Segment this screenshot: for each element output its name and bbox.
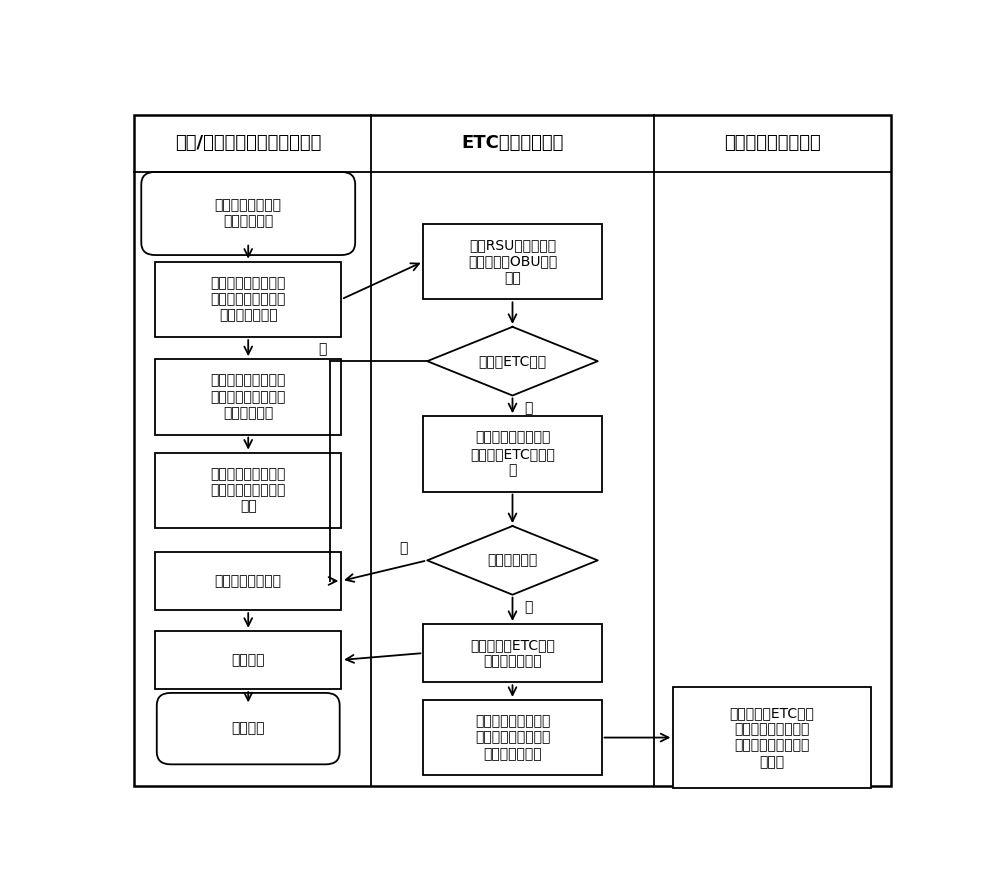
FancyBboxPatch shape bbox=[157, 693, 340, 764]
Polygon shape bbox=[427, 326, 598, 395]
Bar bbox=[155, 552, 341, 610]
Bar bbox=[673, 687, 871, 789]
Text: 现有/新建停车场系统出口车道: 现有/新建停车场系统出口车道 bbox=[175, 135, 321, 153]
Polygon shape bbox=[427, 526, 598, 595]
Text: 有: 有 bbox=[524, 401, 532, 415]
Bar bbox=[155, 359, 341, 434]
Bar bbox=[423, 224, 602, 300]
Text: 生成该车辆ETC交易
流水等数据记录: 生成该车辆ETC交易 流水等数据记录 bbox=[470, 638, 555, 668]
Text: 是否有ETC车辆: 是否有ETC车辆 bbox=[478, 354, 547, 368]
Text: 发送车牌号、应收金
额、交易金额、附加
信息: 发送车牌号、应收金 额、交易金额、附加 信息 bbox=[211, 467, 286, 514]
Text: 打开RSU天线，捕获
并读取车辆OBU内车
牌号: 打开RSU天线，捕获 并读取车辆OBU内车 牌号 bbox=[468, 238, 557, 285]
FancyBboxPatch shape bbox=[141, 172, 355, 255]
Text: 处理结束: 处理结束 bbox=[231, 722, 265, 736]
Text: 交易是否成功: 交易是否成功 bbox=[487, 553, 538, 567]
Text: 放行车辆: 放行车辆 bbox=[231, 653, 265, 667]
Text: 根据网络通信情况和
传输设置，发送交易
流水、状态数据: 根据网络通信情况和 传输设置，发送交易 流水、状态数据 bbox=[475, 714, 550, 761]
Text: 运营、清分结算平台: 运营、清分结算平台 bbox=[724, 135, 820, 153]
Bar bbox=[423, 624, 602, 682]
Text: 车辆到达停车场出
口等收费场所: 车辆到达停车场出 口等收费场所 bbox=[215, 198, 282, 228]
Text: 是: 是 bbox=[524, 600, 532, 614]
Text: 根据该车辆时间、优
惠等信息计算应收金
额、实收金额: 根据该车辆时间、优 惠等信息计算应收金 额、实收金额 bbox=[211, 374, 286, 420]
Text: 否: 否 bbox=[400, 541, 408, 555]
Text: 接收车牌识别设备的
车牌号，并查询该车
停车场入口信息: 接收车牌识别设备的 车牌号，并查询该车 停车场入口信息 bbox=[211, 277, 286, 323]
Bar bbox=[423, 416, 602, 491]
Bar bbox=[423, 700, 602, 775]
Text: 核对车辆信息，对该
车辆进行ETC扣费交
易: 核对车辆信息，对该 车辆进行ETC扣费交 易 bbox=[470, 431, 555, 477]
Text: 其他支付方式收费: 其他支付方式收费 bbox=[215, 574, 282, 588]
Bar bbox=[155, 631, 341, 690]
Text: 接收数据，ETC车辆
清分结算、跨省清分
结算及记账；运行状
态监测: 接收数据，ETC车辆 清分结算、跨省清分 结算及记账；运行状 态监测 bbox=[730, 706, 815, 769]
Text: ETC拓展交易设备: ETC拓展交易设备 bbox=[461, 135, 564, 153]
Bar bbox=[155, 452, 341, 528]
Text: 无: 无 bbox=[318, 342, 326, 356]
Bar bbox=[155, 261, 341, 337]
